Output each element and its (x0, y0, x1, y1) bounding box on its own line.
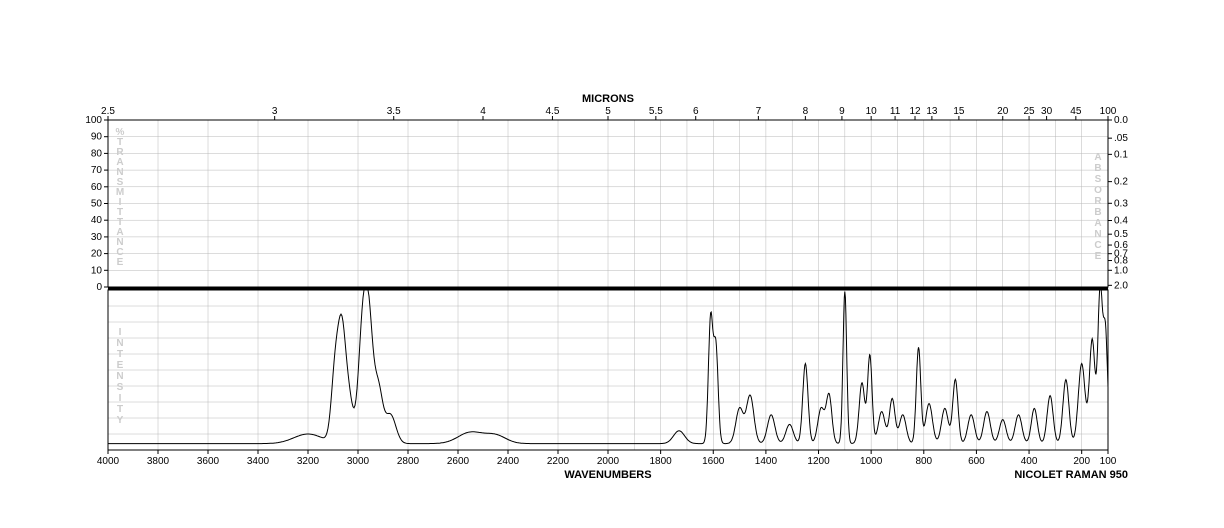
svg-text:E: E (117, 257, 124, 268)
svg-text:N: N (116, 338, 123, 349)
trans-tick: 20 (91, 249, 103, 260)
svg-text:A: A (1094, 152, 1101, 163)
micron-tick: 45 (1070, 106, 1082, 117)
micron-tick: 10 (866, 106, 878, 117)
micron-tick: 5.5 (649, 106, 663, 117)
trans-tick: 10 (91, 265, 103, 276)
wn-tick: 3000 (347, 456, 370, 467)
micron-tick: 2.5 (101, 106, 115, 117)
wn-tick: 4000 (97, 456, 120, 467)
abs-tick: 0.3 (1114, 198, 1128, 209)
svg-text:I: I (119, 393, 122, 404)
wn-tick: 200 (1073, 456, 1090, 467)
trans-tick: 30 (91, 232, 103, 243)
wn-tick: 1800 (650, 456, 673, 467)
micron-tick: 6 (693, 106, 699, 117)
abs-tick: 0.1 (1114, 149, 1128, 160)
abs-tick: 0.5 (1114, 229, 1128, 240)
micron-tick: 15 (953, 106, 965, 117)
wn-tick: 1000 (860, 456, 883, 467)
trans-tick: 0 (96, 282, 102, 293)
svg-text:S: S (117, 382, 124, 393)
wn-tick: 3800 (147, 456, 170, 467)
wn-tick: 1200 (807, 456, 830, 467)
svg-text:R: R (1094, 196, 1102, 207)
micron-tick: 11 (890, 106, 901, 117)
wn-tick: 2200 (547, 456, 570, 467)
microns-title: MICRONS (582, 93, 634, 105)
micron-tick: 20 (997, 106, 1009, 117)
micron-tick: 3.5 (387, 106, 401, 117)
trans-tick: 40 (91, 215, 103, 226)
instrument-label: NICOLET RAMAN 950 (1014, 469, 1128, 481)
svg-text:C: C (1094, 240, 1101, 251)
svg-text:N: N (1094, 229, 1101, 240)
wn-tick: 600 (968, 456, 985, 467)
wn-tick: 1400 (755, 456, 778, 467)
svg-text:B: B (1094, 163, 1101, 174)
wn-tick: 2800 (397, 456, 420, 467)
wn-tick: 1600 (702, 456, 725, 467)
trans-tick: 60 (91, 182, 103, 193)
micron-tick: 8 (803, 106, 809, 117)
abs-tick: 0.0 (1114, 115, 1128, 126)
svg-text:A: A (1094, 218, 1101, 229)
trans-tick: 80 (91, 148, 103, 159)
wn-tick: 2600 (447, 456, 470, 467)
abs-tick: .05 (1114, 133, 1128, 144)
micron-tick: 13 (926, 106, 938, 117)
spectrum-chart: MICRONS 2.5 3 3.5 4 4.5 5 5.5 6 7 8 9 10 11 12 13 15 20 25… (0, 0, 1224, 528)
wn-tick: 100 (1100, 456, 1117, 467)
micron-tick: 9 (839, 106, 845, 117)
micron-tick: 25 (1023, 106, 1035, 117)
svg-text:E: E (1095, 251, 1102, 262)
wn-tick: 2000 (597, 456, 620, 467)
wn-tick: 2400 (497, 456, 520, 467)
svg-text:S: S (1095, 174, 1102, 185)
svg-text:T: T (117, 349, 123, 360)
micron-tick: 4.5 (545, 106, 559, 117)
transmittance-label: %TRANSMITTANCE (116, 127, 125, 268)
wn-tick: 3600 (197, 456, 220, 467)
wn-tick: 400 (1021, 456, 1038, 467)
svg-text:O: O (1094, 185, 1102, 196)
svg-text:I: I (119, 327, 122, 338)
wn-tick: 3400 (247, 456, 270, 467)
micron-tick: 3 (272, 106, 278, 117)
wavenumbers-title: WAVENUMBERS (564, 469, 651, 481)
abs-tick: 0.4 (1114, 216, 1128, 227)
absorbance-label: ABSORBANCE (1094, 152, 1102, 262)
svg-text:N: N (116, 371, 123, 382)
wn-tick: 800 (915, 456, 932, 467)
intensity-label: INTENSITY (116, 327, 123, 426)
micron-tick: 4 (480, 106, 486, 117)
trans-tick: 100 (85, 115, 102, 126)
trans-tick: 50 (91, 199, 103, 210)
abs-tick: 2.0 (1114, 280, 1128, 291)
svg-text:B: B (1094, 207, 1101, 218)
svg-text:Y: Y (117, 415, 124, 426)
micron-tick: 7 (756, 106, 762, 117)
trans-tick: 90 (91, 132, 103, 143)
micron-tick: 5 (605, 106, 611, 117)
trans-tick: 70 (91, 165, 103, 176)
svg-text:E: E (117, 360, 124, 371)
svg-text:T: T (117, 404, 123, 415)
wn-tick: 3200 (297, 456, 320, 467)
abs-tick: 0.2 (1114, 177, 1128, 188)
abs-tick: 1.0 (1114, 265, 1128, 276)
chart-svg: MICRONS 2.5 3 3.5 4 4.5 5 5.5 6 7 8 9 10 11 12 13 15 20 25… (0, 0, 1224, 528)
micron-tick: 12 (909, 106, 921, 117)
micron-tick: 30 (1041, 106, 1053, 117)
